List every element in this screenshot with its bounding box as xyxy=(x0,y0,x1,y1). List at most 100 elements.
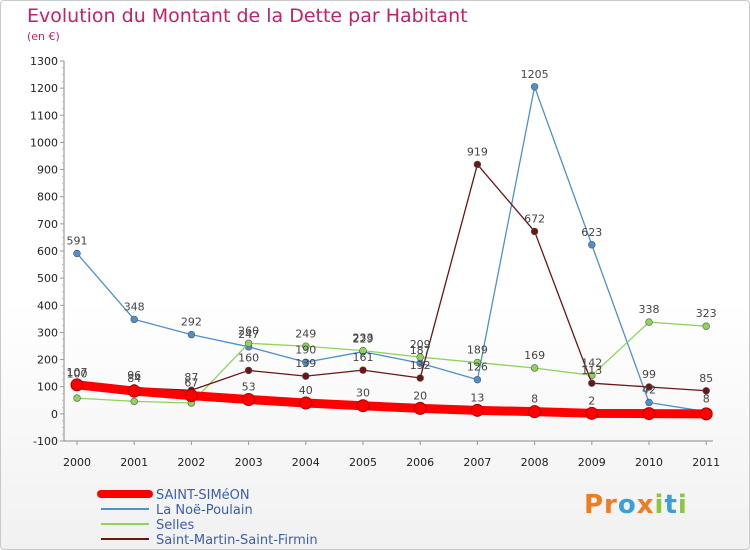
data-label: 247 xyxy=(238,328,259,341)
x-tick-label: 2009 xyxy=(578,456,606,469)
series-point-1 xyxy=(302,358,310,366)
x-tick-label: 2010 xyxy=(635,456,663,469)
data-label: 67 xyxy=(184,377,198,390)
series-point-0 xyxy=(470,403,484,417)
series-point-2 xyxy=(473,358,482,367)
data-label: 591 xyxy=(67,234,88,247)
y-tick-label: 400 xyxy=(37,299,58,312)
data-label: 107 xyxy=(67,366,88,379)
chart-title: Evolution du Montant de la Dette par Hab… xyxy=(27,5,468,27)
series-point-0 xyxy=(70,378,84,392)
series-point-3 xyxy=(359,366,367,374)
data-label: 292 xyxy=(181,316,202,329)
x-tick-label: 2006 xyxy=(406,456,434,469)
y-tick-label: 100 xyxy=(37,381,58,394)
data-label: 249 xyxy=(295,327,316,340)
series-point-1 xyxy=(187,330,196,339)
series-point-2 xyxy=(645,318,653,326)
series-point-1 xyxy=(130,315,138,324)
data-label: 672 xyxy=(524,212,545,225)
data-label: 30 xyxy=(356,387,370,400)
data-label: 1205 xyxy=(521,68,549,81)
series-line-1 xyxy=(76,86,707,413)
legend-label: Saint-Martin-Saint-Firmin xyxy=(156,533,318,548)
y-tick-label: 300 xyxy=(37,326,58,339)
data-label: 8 xyxy=(703,393,710,406)
series-point-0 xyxy=(413,401,427,415)
series-point-3 xyxy=(702,387,710,395)
y-tick-label: 1200 xyxy=(30,82,58,95)
series-point-1 xyxy=(530,83,539,91)
series-point-2 xyxy=(73,394,81,402)
data-label: 87 xyxy=(184,371,198,384)
series-point-3 xyxy=(530,227,539,236)
data-label: 8 xyxy=(531,393,538,406)
brand-logo: Proxiti xyxy=(584,490,688,520)
x-tick-label: 2008 xyxy=(521,456,549,469)
data-label: 126 xyxy=(467,361,488,374)
legend-label: SAINT-SIMéON xyxy=(156,488,250,503)
series-point-3 xyxy=(244,366,253,375)
y-tick-label: 900 xyxy=(37,164,58,177)
series-point-2 xyxy=(244,339,253,347)
y-tick-label: 500 xyxy=(37,272,58,285)
series-point-0 xyxy=(642,407,656,421)
data-label: 189 xyxy=(467,344,488,357)
data-label: 190 xyxy=(295,343,316,356)
chart-unit: (en €) xyxy=(27,30,60,43)
series-line-3 xyxy=(76,163,707,392)
data-label: 2 xyxy=(588,394,595,407)
data-label: 139 xyxy=(295,357,316,370)
data-label: 42 xyxy=(642,383,656,396)
y-tick-label: -100 xyxy=(33,435,58,448)
data-label: 84 xyxy=(127,372,141,385)
x-tick-label: 2003 xyxy=(235,456,263,469)
data-label: 323 xyxy=(696,307,717,320)
y-tick-label: 0 xyxy=(51,408,58,421)
x-tick-label: 2005 xyxy=(349,456,377,469)
x-tick-label: 2011 xyxy=(692,456,720,469)
data-label: 161 xyxy=(353,351,374,364)
data-label: 100 xyxy=(67,368,88,381)
series-point-0 xyxy=(356,399,370,413)
x-tick-label: 2002 xyxy=(177,456,205,469)
data-label: 160 xyxy=(238,351,259,364)
data-label: 260 xyxy=(238,324,259,337)
data-label: 187 xyxy=(410,344,431,357)
data-label: 20 xyxy=(413,389,427,402)
data-label: 233 xyxy=(353,332,374,345)
data-label: 96 xyxy=(127,369,141,382)
series-point-3 xyxy=(473,160,482,169)
data-label: 623 xyxy=(581,226,602,239)
data-label: 99 xyxy=(642,368,656,381)
data-label: 113 xyxy=(581,364,602,377)
data-label: 40 xyxy=(299,384,313,397)
series-point-3 xyxy=(588,379,596,387)
data-label: 53 xyxy=(242,380,256,393)
data-label: 919 xyxy=(467,145,488,158)
series-line-0 xyxy=(72,380,711,419)
data-label: 13 xyxy=(470,391,484,404)
series-line-2 xyxy=(76,321,707,404)
x-tick-label: 2001 xyxy=(120,456,148,469)
y-tick-label: 1300 xyxy=(30,55,58,68)
series-point-3 xyxy=(645,383,653,391)
series-point-0 xyxy=(585,406,599,420)
series-point-0 xyxy=(242,392,256,406)
series-point-0 xyxy=(699,407,713,421)
data-label: 169 xyxy=(524,349,545,362)
data-label: 132 xyxy=(410,359,431,372)
legend-label: Selles xyxy=(156,518,194,533)
series-point-2 xyxy=(416,353,424,361)
series-point-2 xyxy=(702,322,710,330)
data-label: 338 xyxy=(639,303,660,316)
y-tick-label: 1100 xyxy=(30,109,58,122)
y-tick-label: 700 xyxy=(37,218,58,231)
series-point-1 xyxy=(645,398,653,407)
data-label: 209 xyxy=(410,338,431,351)
y-tick-label: 800 xyxy=(37,191,58,204)
x-tick-label: 2007 xyxy=(463,456,491,469)
x-tick-label: 2004 xyxy=(292,456,320,469)
legend-label: La Noë-Poulain xyxy=(156,503,253,518)
